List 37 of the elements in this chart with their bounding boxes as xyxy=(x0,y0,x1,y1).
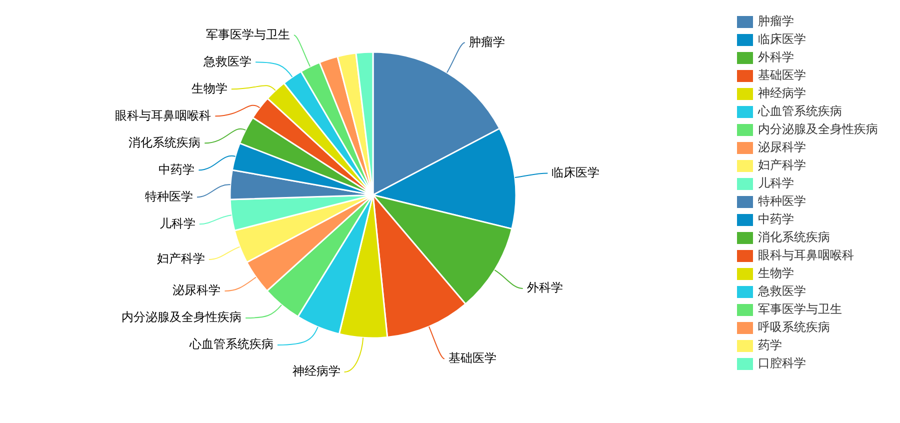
legend-label: 生物学 xyxy=(758,266,794,280)
slice-label: 妇产科学 xyxy=(156,252,205,266)
slice-label: 军事医学与卫生 xyxy=(206,27,290,42)
legend-label: 眼科与耳鼻咽喉科 xyxy=(758,248,854,262)
slice-label: 临床医学 xyxy=(552,165,600,180)
slice-label: 神经病学 xyxy=(292,364,340,378)
legend-label: 军事医学与卫生 xyxy=(758,302,842,316)
slice-label: 中药学 xyxy=(158,162,195,176)
slice-label: 生物学 xyxy=(191,81,228,96)
slice-label: 眼科与耳鼻咽喉科 xyxy=(115,108,212,122)
legend-label: 中药学 xyxy=(758,212,794,226)
legend-label: 口腔科学 xyxy=(758,356,806,370)
legend-label: 外科学 xyxy=(758,50,794,64)
slice-label: 消化系统疾病 xyxy=(128,135,201,150)
slice-label: 特种医学 xyxy=(145,189,194,204)
slice-label: 内分泌腺及全身性疾病 xyxy=(122,310,242,324)
legend-label: 基础医学 xyxy=(758,68,806,82)
legend-label: 妇产科学 xyxy=(758,158,806,172)
slice-label: 肿瘤学 xyxy=(468,34,505,49)
legend-label: 肿瘤学 xyxy=(758,14,794,28)
legend-label: 临床医学 xyxy=(758,32,806,46)
slice-label: 儿科学 xyxy=(159,216,196,230)
legend-label: 泌尿科学 xyxy=(758,140,806,154)
legend-label: 神经病学 xyxy=(758,86,806,100)
legend-label: 心血管系统疾病 xyxy=(757,104,842,118)
legend-label: 特种医学 xyxy=(758,194,806,208)
slice-label: 心血管系统疾病 xyxy=(188,337,274,352)
slice-label: 外科学 xyxy=(526,280,563,295)
legend-label: 药学 xyxy=(758,338,782,352)
legend-label: 呼吸系统疾病 xyxy=(758,320,830,334)
slice-label: 基础医学 xyxy=(448,350,496,365)
slice-label: 泌尿科学 xyxy=(172,283,221,298)
legend-label: 内分泌腺及全身性疾病 xyxy=(758,122,878,136)
legend-label: 急救医学 xyxy=(757,284,806,298)
legend-label: 儿科学 xyxy=(758,176,794,190)
legend-label: 消化系统疾病 xyxy=(758,230,830,244)
slice-label: 急救医学 xyxy=(202,54,252,68)
